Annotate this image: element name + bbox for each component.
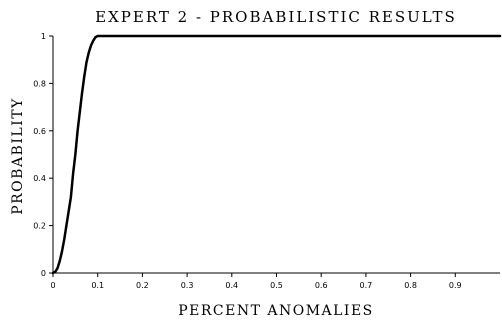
y-tick-label: 0.8 <box>33 79 46 88</box>
x-tick-label: 0.6 <box>315 281 328 290</box>
x-tick-label: 0.2 <box>136 281 149 290</box>
x-tick-label: 0.4 <box>225 281 238 290</box>
y-axis-label: PROBABILITY <box>10 97 26 215</box>
x-tick-label: 0.8 <box>404 281 417 290</box>
series-line <box>51 34 502 275</box>
y-tick-label: 0.2 <box>33 222 46 231</box>
x-tick-label: 0.3 <box>181 281 194 290</box>
y-tick-label: 0.6 <box>33 127 46 136</box>
x-tick-label: 0.1 <box>91 281 104 290</box>
ticks: 0 0.1 0.2 0.3 0.4 0.5 0.6 0.7 0.8 0.9 0 0.2 0.4 0.6 0.… <box>33 32 461 290</box>
y-tick-label: 0.4 <box>33 174 46 183</box>
chart-title: EXPERT 2 - PROBABILISTIC RESULTS <box>95 8 457 26</box>
x-tick-label: 0 <box>50 281 55 290</box>
x-tick-label: 0.7 <box>360 281 373 290</box>
x-axis-label: PERCENT ANOMALIES <box>178 303 374 319</box>
x-tick-label: 0.9 <box>449 281 462 290</box>
axes <box>52 36 500 274</box>
x-tick-label: 0.5 <box>270 281 283 290</box>
y-tick-label: 0 <box>41 269 46 278</box>
series-layer <box>51 34 502 275</box>
y-tick-label: 1 <box>41 32 46 41</box>
